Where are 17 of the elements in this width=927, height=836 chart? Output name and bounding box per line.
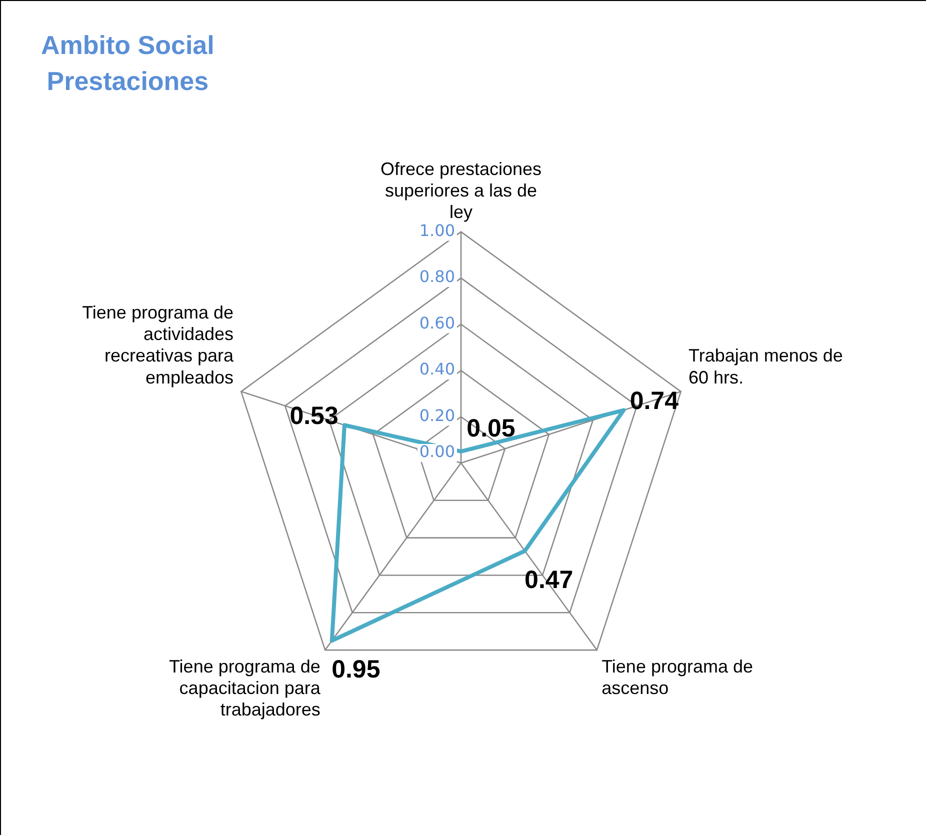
spoke-label: Trabajan menos de 60 hrs. xyxy=(688,346,843,388)
data-label: 0.95 xyxy=(332,656,380,684)
y-tick-label: 0.00 xyxy=(419,442,455,462)
spoke-label: Tiene programa de actividades recreativas para empleados xyxy=(82,302,234,388)
data-label: 0.05 xyxy=(466,414,516,442)
data-label: 0.53 xyxy=(290,402,338,430)
y-tick-label: 0.60 xyxy=(419,313,455,332)
spoke-label: Tiene programa de ascenso xyxy=(602,656,754,698)
y-tick-label: 1.00 xyxy=(419,220,455,240)
spoke-label: Tiene programa de capacitacion para trabajadores xyxy=(168,656,322,720)
spoke-label: Ofrece prestaciones superiores a las de ley xyxy=(380,158,542,222)
data-label: 0.47 xyxy=(524,566,574,594)
y-tick-label: 0.80 xyxy=(419,267,455,286)
y-tick-label: 0.20 xyxy=(419,406,455,425)
chart-title: Ambito Social Prestaciones xyxy=(41,29,214,98)
y-tick-label: 0.40 xyxy=(419,360,455,379)
data-label: 0.74 xyxy=(630,386,679,415)
